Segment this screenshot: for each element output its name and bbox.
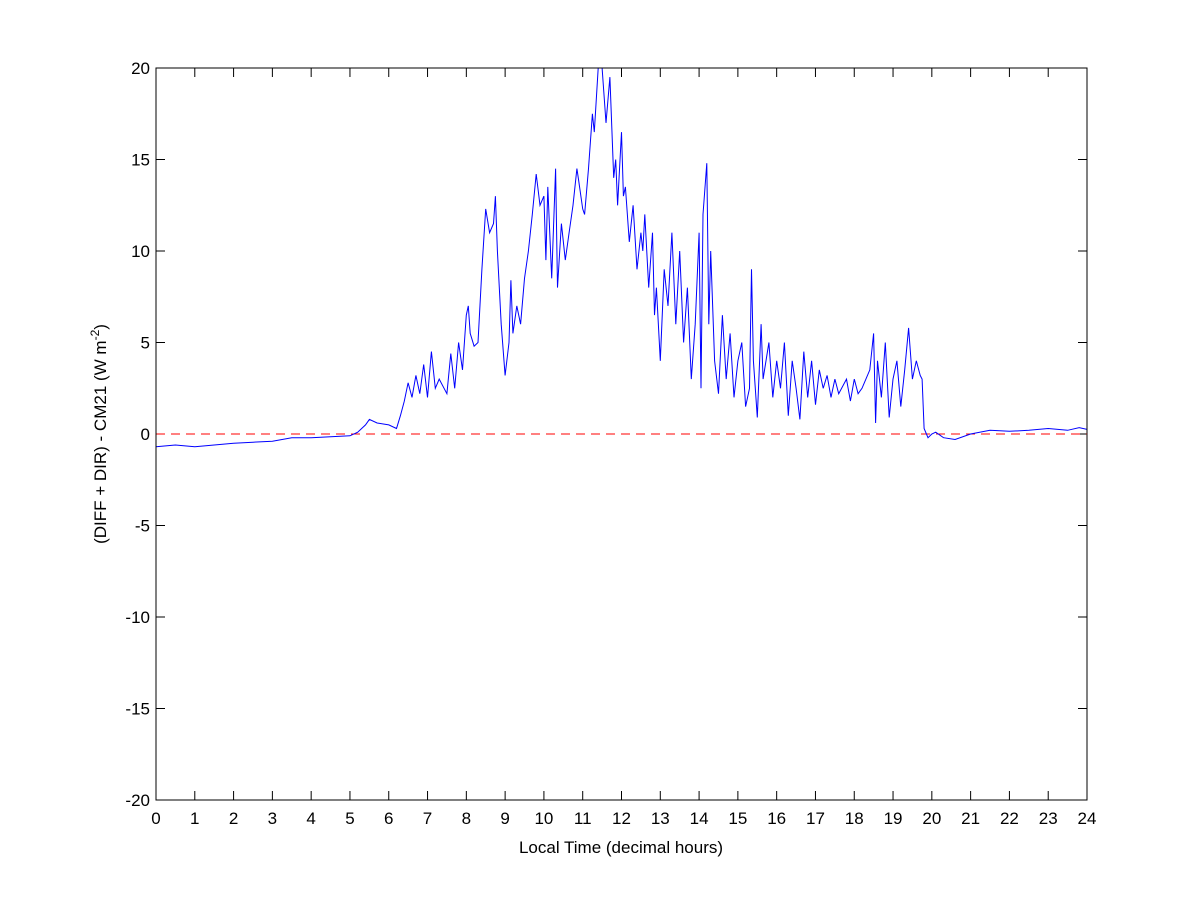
y-tick-label: 10 <box>131 242 150 261</box>
x-tick-label: 16 <box>767 809 786 828</box>
x-tick-label: 23 <box>1039 809 1058 828</box>
x-tick-label: 9 <box>500 809 509 828</box>
y-tick-labels: -20 -15 -10 -5 0 5 10 15 20 <box>125 59 150 810</box>
series-line <box>155 67 1088 448</box>
y-tick-label: 5 <box>141 334 150 353</box>
x-tick-label: 2 <box>229 809 238 828</box>
x-tick-label: 17 <box>806 809 825 828</box>
x-tick-label: 10 <box>534 809 553 828</box>
x-tick-label: 22 <box>1000 809 1019 828</box>
y-tick-label: 0 <box>141 425 150 444</box>
y-tick-label: -10 <box>125 608 150 627</box>
y-tick-label: -20 <box>125 791 150 810</box>
y-tick-label: -5 <box>135 517 150 536</box>
x-axis-label: Local Time (decimal hours) <box>519 838 723 857</box>
x-tick-label: 12 <box>612 809 631 828</box>
x-tick-label: 13 <box>651 809 670 828</box>
x-tick-label: 21 <box>961 809 980 828</box>
y-tick-label: 15 <box>131 151 150 170</box>
y-axis-label-main: (DIFF + DIR) - CM21 (W m <box>91 340 110 544</box>
axis-ticks <box>155 67 1088 801</box>
x-tick-label: 19 <box>884 809 903 828</box>
x-tick-label: 18 <box>845 809 864 828</box>
y-axis-label-close: ) <box>91 324 110 330</box>
x-tick-label: 7 <box>423 809 432 828</box>
x-tick-label: 14 <box>690 809 709 828</box>
x-tick-label: 15 <box>728 809 747 828</box>
y-tick-label: 20 <box>131 59 150 78</box>
x-tick-label: 24 <box>1078 809 1097 828</box>
x-tick-label: 5 <box>345 809 354 828</box>
x-tick-label: 1 <box>190 809 199 828</box>
x-tick-label: 3 <box>268 809 277 828</box>
y-tick-label: -15 <box>125 700 150 719</box>
x-tick-label: 4 <box>306 809 315 828</box>
x-tick-label: 20 <box>922 809 941 828</box>
y-axis-label-superscript: -2 <box>88 329 102 340</box>
x-tick-label: 6 <box>384 809 393 828</box>
y-axis-label: (DIFF + DIR) - CM21 (W m-2) <box>88 324 110 544</box>
plot-frame <box>155 67 1088 801</box>
x-tick-label: 11 <box>574 809 592 828</box>
x-tick-labels: 0 1 2 3 4 5 6 7 8 9 10 11 12 13 14 15 16 17 18 19 20 21 22 23 24 <box>151 809 1096 828</box>
x-tick-label: 0 <box>151 809 160 828</box>
x-tick-label: 8 <box>462 809 471 828</box>
